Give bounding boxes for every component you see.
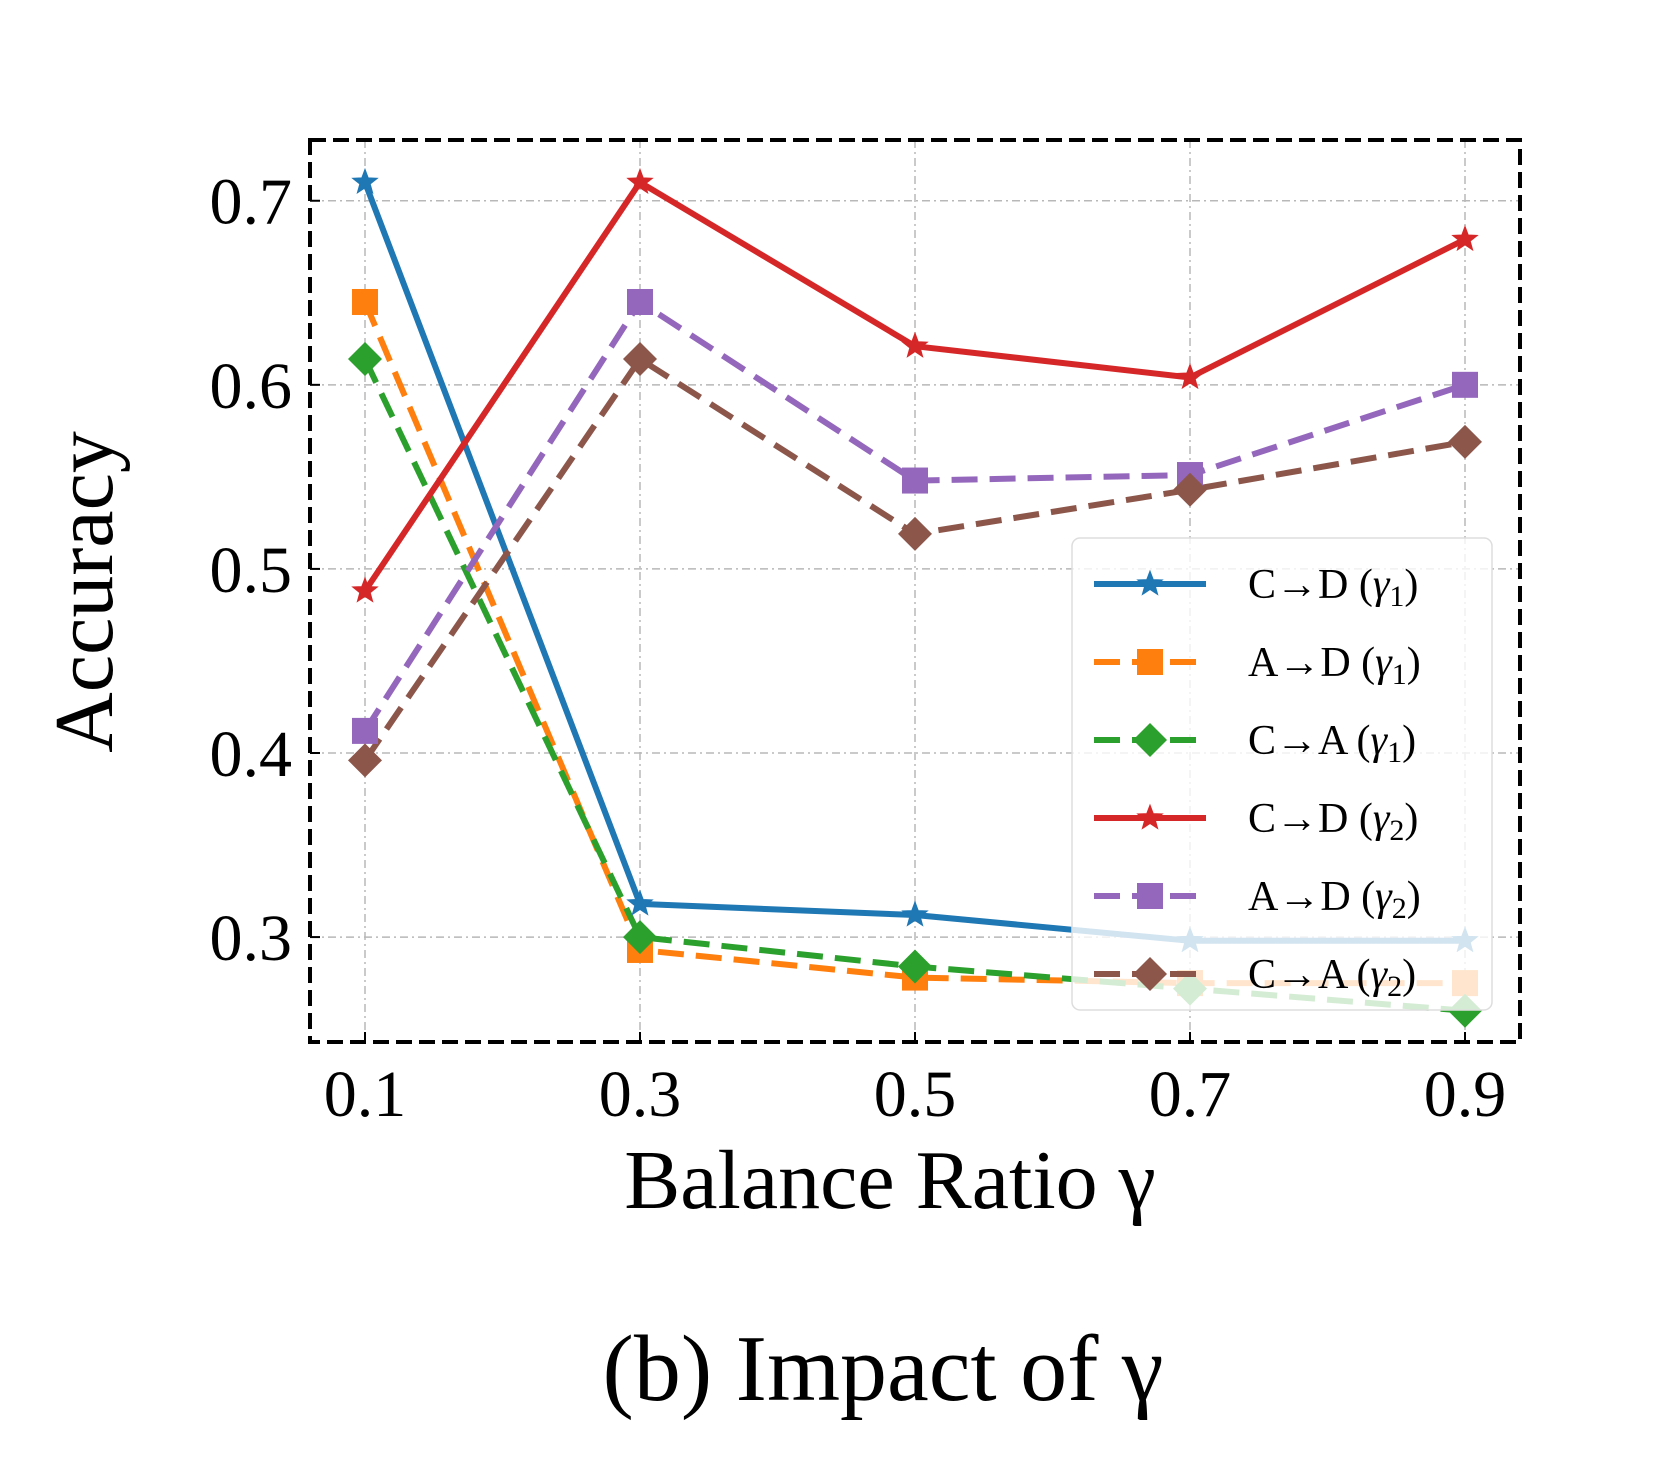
x-tick-label: 0.3 xyxy=(599,1058,682,1131)
legend-label: C→A (γ1) xyxy=(1248,718,1416,769)
x-tick-label: 0.1 xyxy=(324,1058,407,1131)
legend-label-subscript: 1 xyxy=(1392,658,1407,691)
legend-label: C→D (γ1) xyxy=(1248,562,1418,613)
data-point xyxy=(348,342,382,377)
legend-label-main: C→D ( xyxy=(1248,562,1373,608)
data-point xyxy=(627,288,653,315)
legend-marker xyxy=(1137,649,1163,675)
legend-marker xyxy=(1136,569,1164,596)
data-point xyxy=(351,167,379,195)
legend-marker xyxy=(1133,957,1167,991)
legend-label-close: ) xyxy=(1407,640,1421,686)
data-point xyxy=(1176,363,1204,390)
y-tick-label: 0.5 xyxy=(210,534,293,607)
legend-label-subscript: 1 xyxy=(1389,580,1404,613)
data-point xyxy=(623,920,657,955)
legend-label-close: ) xyxy=(1402,952,1416,998)
data-point xyxy=(352,288,378,315)
x-tick-label: 0.7 xyxy=(1149,1058,1232,1131)
legend-box xyxy=(1071,537,1493,1011)
figure-caption: (b) Impact of γ xyxy=(603,1317,1164,1421)
legend-label-symbol: γ xyxy=(1371,718,1389,764)
legend-label-main: C→A ( xyxy=(1248,718,1371,764)
legend-label-symbol: γ xyxy=(1373,562,1391,608)
y-ticks: 0.3 0.4 0.5 0.6 0.7 xyxy=(210,166,320,975)
legend-label-main: C→A ( xyxy=(1248,952,1371,998)
legend-label-close: ) xyxy=(1404,796,1418,842)
legend-label: A→D (γ1) xyxy=(1248,640,1421,691)
y-tick-label: 0.4 xyxy=(210,718,293,791)
legend-label-symbol: γ xyxy=(1375,640,1393,686)
legend-label-symbol: γ xyxy=(1371,952,1389,998)
data-point xyxy=(1448,424,1482,459)
legend-label-close: ) xyxy=(1402,718,1416,764)
legend: C→D (γ1)A→D (γ1)C→A (γ1)C→D (γ2)A→D (γ2)… xyxy=(1071,537,1493,1011)
legend-label-symbol: γ xyxy=(1373,796,1391,842)
legend-label: A→D (γ2) xyxy=(1248,874,1421,925)
legend-label-subscript: 2 xyxy=(1387,970,1402,1003)
x-axis-label: Balance Ratio γ xyxy=(624,1134,1156,1227)
data-point xyxy=(901,900,929,927)
legend-marker xyxy=(1136,803,1164,830)
legend-label: C→A (γ2) xyxy=(1248,952,1416,1003)
y-tick-label: 0.6 xyxy=(210,350,293,423)
data-point xyxy=(902,467,928,494)
data-point xyxy=(898,949,932,984)
data-point xyxy=(626,889,654,916)
data-point xyxy=(352,717,378,744)
y-tick-label: 0.7 xyxy=(210,166,293,239)
x-tick-label: 0.5 xyxy=(874,1058,957,1131)
legend-marker xyxy=(1133,723,1167,757)
data-point xyxy=(901,331,929,358)
data-point xyxy=(898,516,932,551)
legend-label-main: C→D ( xyxy=(1248,796,1373,842)
data-point xyxy=(351,576,379,603)
data-point xyxy=(626,167,654,195)
data-point xyxy=(1173,472,1207,507)
legend-label-subscript: 2 xyxy=(1389,814,1404,847)
legend-label-main: A→D ( xyxy=(1248,874,1375,920)
x-ticks: 0.1 0.3 0.5 0.7 0.9 xyxy=(324,1032,1507,1131)
legend-label: C→D (γ2) xyxy=(1248,796,1418,847)
legend-label-subscript: 2 xyxy=(1392,892,1407,925)
legend-label-main: A→D ( xyxy=(1248,640,1375,686)
y-tick-label: 0.3 xyxy=(210,902,293,975)
legend-marker xyxy=(1137,883,1163,909)
legend-label-subscript: 1 xyxy=(1387,736,1402,769)
y-axis-label: Accuracy xyxy=(38,431,131,753)
x-tick-label: 0.9 xyxy=(1424,1058,1507,1131)
data-point xyxy=(1452,371,1478,398)
legend-label-close: ) xyxy=(1407,874,1421,920)
legend-label-close: ) xyxy=(1404,562,1418,608)
data-point xyxy=(348,743,382,778)
data-point xyxy=(623,342,657,377)
data-point xyxy=(1451,224,1479,252)
legend-label-symbol: γ xyxy=(1375,874,1393,920)
